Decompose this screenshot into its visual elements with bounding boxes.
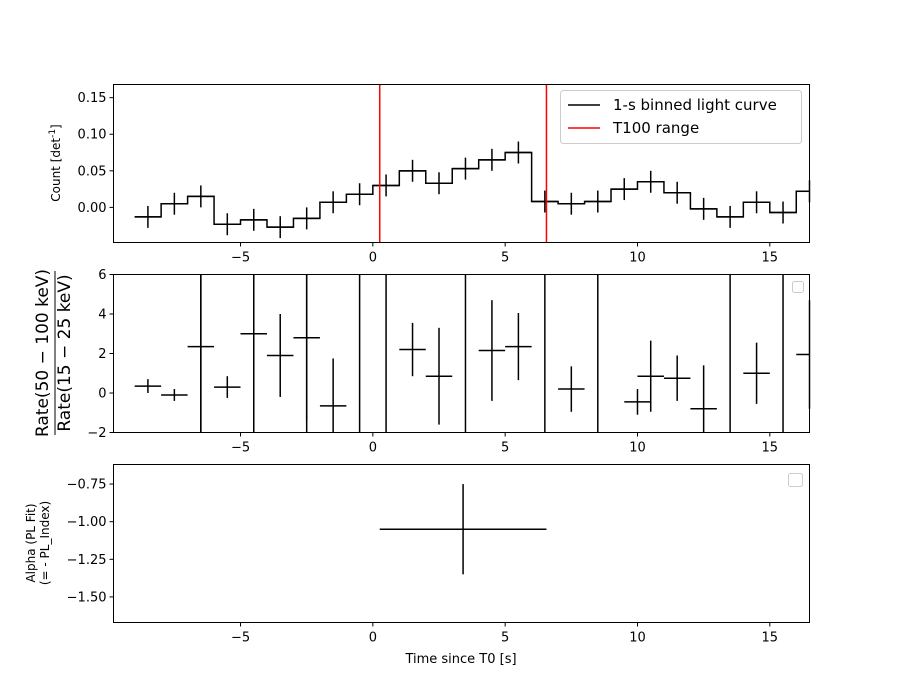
light-curve-ytick-label: 0.15 (78, 91, 107, 106)
hardness-ratio-ytick-label: −2 (87, 426, 106, 441)
legend-box (560, 90, 802, 144)
light-curve-axes-frame (113, 84, 810, 243)
pl-index-xtick-label: 5 (501, 631, 509, 646)
hardness-ratio-axes-frame (113, 274, 810, 433)
hardness-ratio-xtick-label: −5 (231, 441, 250, 456)
light-curve-xtick-label: 10 (629, 251, 646, 266)
light-curve-xtick-label: 5 (501, 251, 509, 266)
light-curve-xtick-label: 0 (369, 251, 377, 266)
legend-label-light-curve: 1-s binned light curve (613, 96, 777, 114)
hardness-ratio-empty-legend (792, 281, 804, 293)
pl-index-ylabel: Alpha (PL Fit) (= - PL_Index) (24, 501, 52, 585)
hardness-ratio-ytick-label: 2 (98, 347, 106, 362)
pl-index-ytick-label: −1.00 (67, 515, 107, 530)
hardness-ratio-ytick-label: 4 (98, 308, 106, 323)
ylabel-numerator: Rate(50 − 100 keV) (33, 269, 53, 437)
light-curve-ylabel: Count [det-1] (48, 124, 63, 202)
ylabel-denominator: Rate(15 − 25 keV) (55, 274, 75, 431)
light-curve-data (134, 84, 811, 243)
light-curve-ytick-label: 0.05 (78, 164, 107, 179)
legend-label-t100: T100 range (612, 119, 699, 137)
pl-index-xlabel: Time since T0 [s] (404, 652, 516, 667)
pl-index-xtick-label: −5 (231, 631, 250, 646)
hardness-ratio-xtick-label: 15 (762, 441, 779, 456)
pl-index-ytick-label: −1.50 (67, 590, 107, 605)
ylabel-line1: Alpha (PL Fit) (24, 503, 38, 582)
hardness-ratio-ytick-label: 0 (98, 387, 106, 402)
pl-index-ticks: −5 0 5 10 15 −1.50 −1.25 −1.00 −0.75 (67, 478, 778, 646)
ylabel-line2: (= - PL_Index) (38, 501, 52, 585)
light-curve-ytick-label: 0.00 (78, 201, 107, 216)
light-curve-xtick-label: −5 (231, 251, 250, 266)
light-curve-step-line (134, 151, 810, 228)
pl-index-ytick-label: −0.75 (67, 478, 107, 493)
pl-index-axes-frame (113, 464, 810, 623)
light-curve-xtick-label: 15 (762, 251, 779, 266)
light-curve-legend: 1-s binned light curve T100 range (560, 90, 802, 144)
hardness-ratio-ylabel: Rate(50 − 100 keV) Rate(15 − 25 keV) (33, 269, 75, 437)
light-curve-panel: −5 0 5 10 15 0.00 0.05 0.10 0.15 Count [det-1] 1… (48, 84, 811, 266)
hardness-ratio-panel: −5 0 5 10 15 −2 0 2 4 6 Rate(50 − 100 keV) Rate(1… (33, 268, 811, 456)
hardness-ratio-ytick-label: 6 (98, 268, 106, 283)
hardness-ratio-data (134, 274, 811, 433)
hardness-ratio-xtick-label: 10 (629, 441, 646, 456)
light-curve-ticks: −5 0 5 10 15 0.00 0.05 0.10 0.15 (78, 91, 779, 265)
pl-index-panel: −5 0 5 10 15 −1.50 −1.25 −1.00 −0.75 Alpha (PL F… (24, 464, 810, 667)
light-curve-ytick-label: 0.10 (78, 128, 107, 143)
hardness-ratio-ticks: −5 0 5 10 15 −2 0 2 4 6 (87, 268, 778, 456)
pl-index-empty-legend (788, 473, 803, 487)
hardness-ratio-xtick-label: 0 (369, 441, 377, 456)
pl-index-ytick-label: −1.25 (67, 553, 107, 568)
pl-index-data (379, 484, 547, 575)
hardness-ratio-xtick-label: 5 (501, 441, 509, 456)
pl-index-xtick-label: 0 (369, 631, 377, 646)
pl-index-xtick-label: 10 (629, 631, 646, 646)
pl-index-xtick-label: 15 (762, 631, 779, 646)
